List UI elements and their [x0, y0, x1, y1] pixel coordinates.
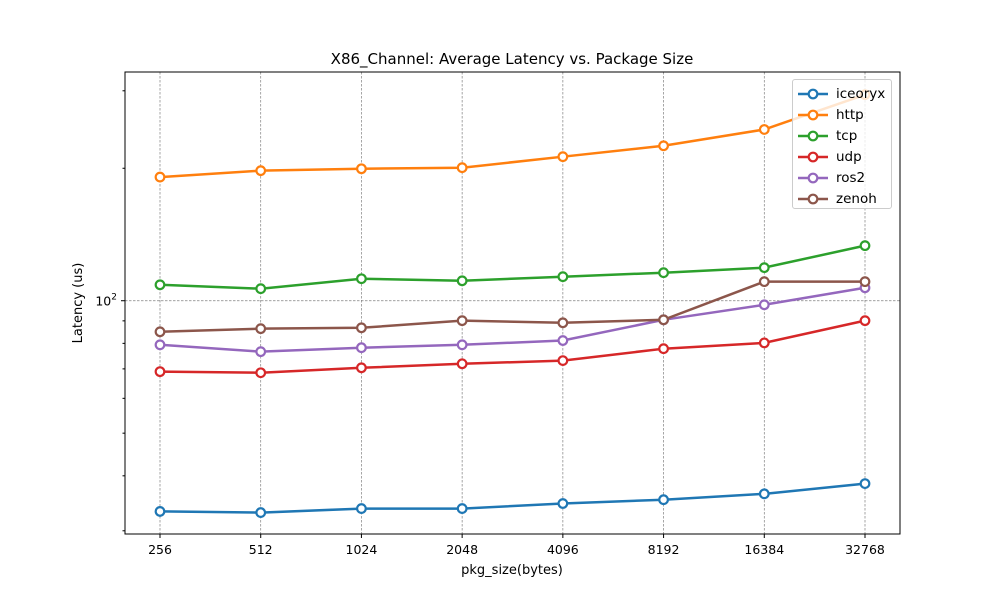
- data-point-zenoh: [255, 323, 267, 335]
- data-point-udp: [557, 355, 569, 366]
- y-tick-label: 102: [95, 293, 117, 309]
- data-point-udp: [456, 358, 468, 370]
- legend-marker-icon: [798, 88, 828, 99]
- legend-label: http: [836, 106, 864, 123]
- legend-label: zenoh: [836, 190, 877, 207]
- data-point-udp: [356, 362, 367, 374]
- data-point-ros2: [356, 342, 367, 354]
- data-point-zenoh: [758, 276, 770, 288]
- data-point-iceoryx: [658, 494, 669, 506]
- data-point-iceoryx: [859, 478, 871, 490]
- data-point-http: [557, 151, 569, 163]
- data-point-udp: [859, 315, 871, 327]
- x-tick-label: 8192: [648, 542, 680, 557]
- legend-label: tcp: [836, 127, 858, 144]
- series-line-ros2: [159, 286, 866, 353]
- data-point-ros2: [456, 339, 468, 351]
- data-point-tcp: [859, 240, 871, 252]
- series-line-zenoh: [159, 280, 865, 334]
- data-point-iceoryx: [356, 503, 367, 514]
- data-point-udp: [255, 367, 267, 379]
- legend-item-iceoryx: iceoryx: [793, 83, 891, 104]
- data-point-http: [356, 163, 367, 175]
- data-point-iceoryx: [557, 498, 569, 509]
- legend-marker-icon: [798, 172, 828, 183]
- data-point-iceoryx: [758, 488, 770, 500]
- x-tick-label: 4096: [547, 542, 579, 557]
- data-point-iceoryx: [154, 506, 166, 517]
- legend-label: udp: [836, 148, 862, 165]
- data-point-tcp: [356, 273, 367, 285]
- data-point-ros2: [255, 346, 267, 358]
- data-point-tcp: [557, 271, 569, 283]
- data-point-udp: [758, 337, 770, 349]
- x-tick-label: 256: [148, 542, 172, 557]
- series-line-iceoryx: [159, 482, 866, 514]
- chart-title: X86_Channel: Average Latency vs. Package…: [331, 50, 694, 69]
- data-point-zenoh: [456, 315, 468, 327]
- data-point-zenoh: [658, 314, 669, 326]
- legend-item-zenoh: zenoh: [793, 188, 891, 209]
- data-point-zenoh: [356, 322, 367, 334]
- data-point-iceoryx: [255, 507, 267, 518]
- legend-marker-icon: [798, 109, 828, 120]
- data-point-iceoryx: [456, 503, 468, 514]
- series-line-udp: [159, 319, 866, 374]
- data-point-http: [154, 171, 166, 183]
- data-point-tcp: [658, 267, 669, 279]
- data-point-http: [758, 124, 770, 135]
- x-tick-label: 512: [249, 542, 273, 557]
- data-point-tcp: [758, 262, 770, 274]
- data-point-zenoh: [557, 317, 569, 329]
- legend-label: iceoryx: [836, 85, 886, 102]
- x-tick-label: 2048: [446, 542, 478, 557]
- y-axis-label: Latency (us): [71, 263, 86, 344]
- data-point-udp: [658, 343, 669, 355]
- data-point-zenoh: [859, 276, 871, 288]
- data-point-http: [456, 162, 468, 174]
- legend-marker-icon: [798, 193, 828, 204]
- data-point-http: [255, 165, 267, 177]
- legend-item-udp: udp: [793, 146, 891, 167]
- plot-area-frame: [124, 71, 901, 535]
- legend-label: ros2: [836, 169, 866, 186]
- legend-item-http: http: [793, 104, 891, 125]
- series-line-tcp: [159, 244, 866, 290]
- legend-marker-icon: [798, 130, 828, 141]
- legend: iceoryx http tcp udp ros2 zenoh: [792, 79, 892, 209]
- data-point-ros2: [758, 299, 770, 311]
- x-tick-label: 1024: [346, 542, 378, 557]
- legend-item-tcp: tcp: [793, 125, 891, 146]
- series-line-http: [159, 93, 866, 179]
- data-point-tcp: [154, 279, 166, 291]
- data-point-ros2: [154, 339, 166, 351]
- legend-item-ros2: ros2: [793, 167, 891, 188]
- data-point-tcp: [255, 283, 267, 295]
- legend-marker-icon: [798, 151, 828, 162]
- x-tick-label: 16384: [744, 542, 784, 557]
- data-point-tcp: [456, 275, 468, 287]
- data-point-udp: [154, 366, 166, 378]
- x-axis-label: pkg_size(bytes): [461, 563, 563, 578]
- data-point-http: [658, 140, 669, 152]
- x-tick-label: 32768: [845, 542, 885, 557]
- data-point-ros2: [557, 335, 569, 346]
- data-point-zenoh: [154, 326, 166, 338]
